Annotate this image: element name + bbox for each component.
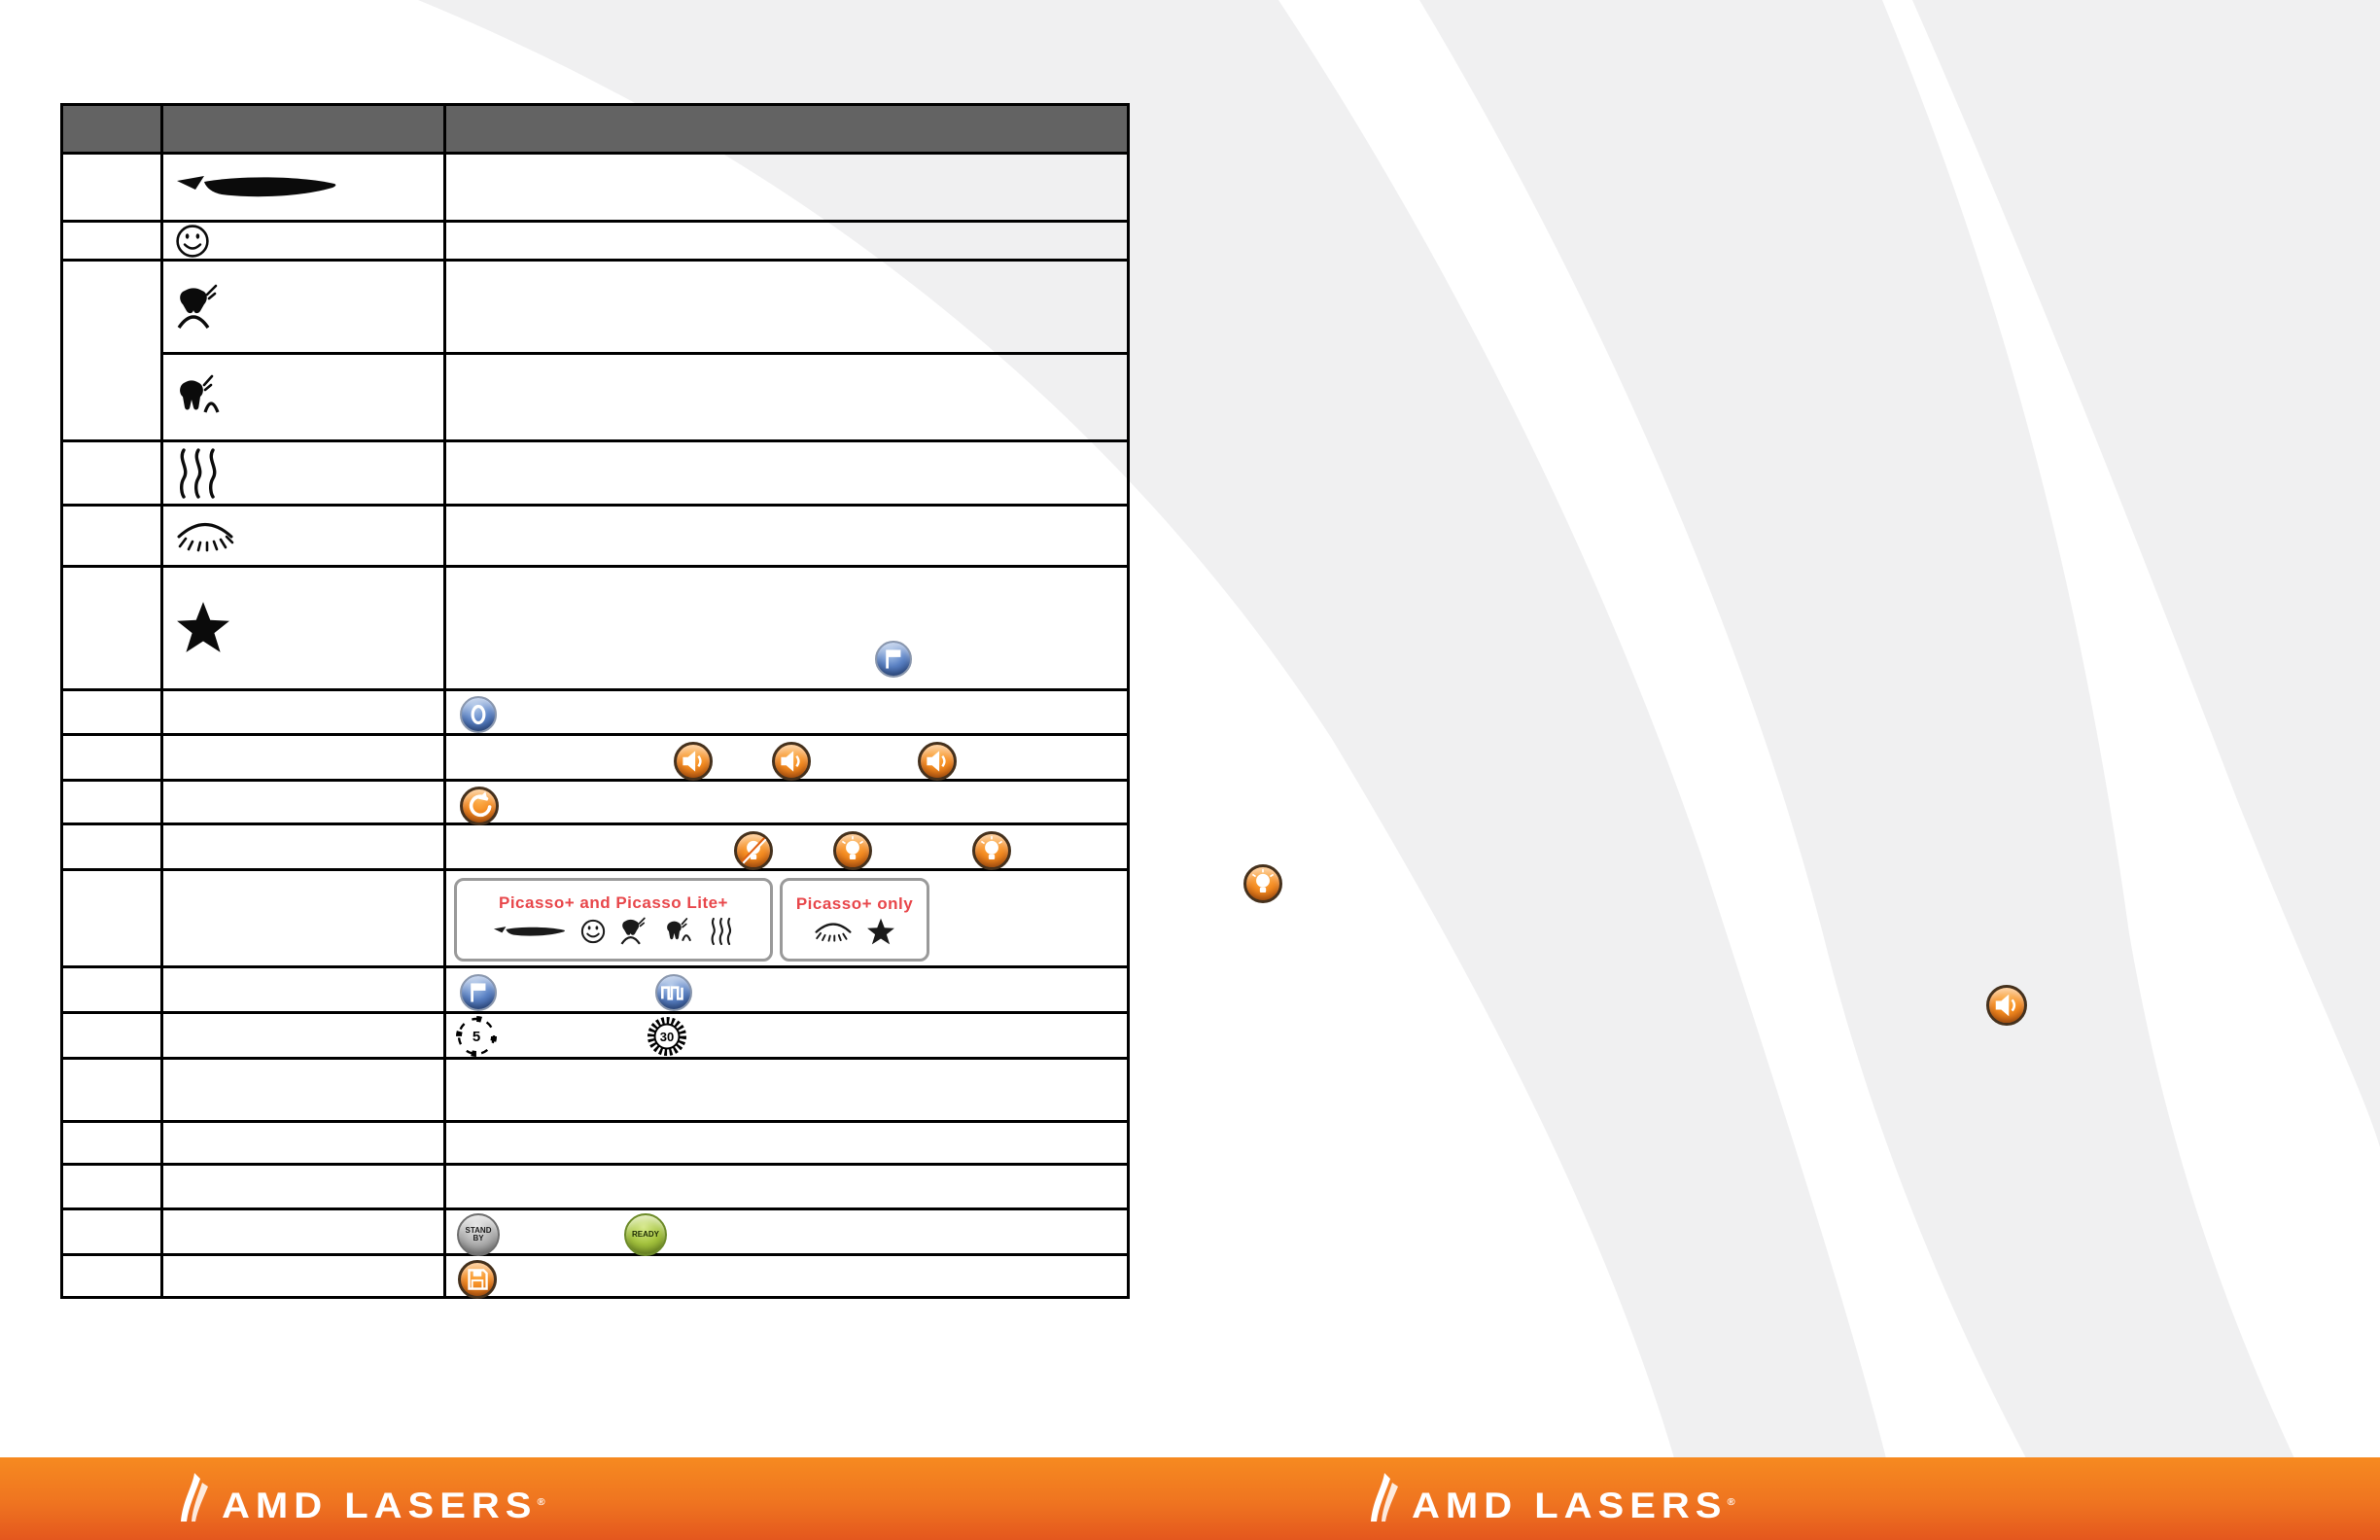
amd-lasers-logo: AMD LASERS® xyxy=(175,1471,551,1525)
timer-long-value: 30 xyxy=(660,1030,674,1044)
table-row xyxy=(60,1057,1130,1123)
swoosh-band-middle xyxy=(1419,0,2333,1540)
smiley-face-icon xyxy=(580,919,606,944)
bulb-off-button xyxy=(734,831,773,870)
table-row xyxy=(62,352,1130,442)
picasso-plus-only-box: Picasso+ only xyxy=(780,878,929,962)
speaker-button xyxy=(772,742,811,781)
table-row xyxy=(60,822,1130,871)
swoosh-band-left xyxy=(418,0,1906,1540)
soft-tissue-laser-icon xyxy=(620,917,646,945)
picasso-plus-and-lite-box: Picasso+ and Picasso Lite+ xyxy=(454,878,773,962)
star-icon xyxy=(867,918,894,944)
save-button xyxy=(458,1260,497,1299)
bulb-on-button xyxy=(1243,864,1282,903)
symbol-legend-table: Picasso+ and Picasso Lite+ xyxy=(60,103,1130,1299)
table-row: 5 30 xyxy=(60,1011,1130,1060)
header-cell-number xyxy=(60,103,163,155)
smiley-face-icon xyxy=(163,224,443,259)
footer-brand-bar: AMD LASERS® AMD LASERS® xyxy=(0,1457,2380,1540)
scalpel-icon xyxy=(163,173,443,202)
standby-button-label: STAND BY xyxy=(465,1225,492,1242)
laser-flame-icon xyxy=(1371,1473,1398,1522)
heat-waves-icon xyxy=(711,917,732,946)
table-row xyxy=(60,779,1130,825)
blue-flag-button xyxy=(875,641,912,678)
table-row xyxy=(60,688,1130,736)
speaker-button xyxy=(674,742,713,781)
table-row xyxy=(60,1253,1130,1299)
refresh-button xyxy=(460,787,499,825)
registered-mark: ® xyxy=(537,1496,551,1508)
ready-button-label: READY xyxy=(631,1229,659,1239)
table-row xyxy=(60,504,1130,568)
speaker-button xyxy=(918,742,957,781)
table-row xyxy=(60,965,1130,1014)
swoosh-band-right xyxy=(1912,0,2380,1147)
table-row xyxy=(60,259,1130,442)
tooth-extraction-laser-icon xyxy=(163,372,443,423)
table-header-row xyxy=(60,103,1130,155)
laser-flame-icon xyxy=(181,1473,208,1522)
closed-eyelid-icon xyxy=(815,923,852,942)
scalpel-icon xyxy=(493,926,565,936)
brand-wordmark: AMD LASERS® xyxy=(222,1486,551,1526)
blue-flag-button xyxy=(460,974,497,1011)
header-cell-symbol xyxy=(160,103,446,155)
table-row: STAND BY READY xyxy=(60,1208,1130,1256)
star-row-upper-subcell xyxy=(446,628,1127,691)
standby-button: STAND BY xyxy=(457,1213,500,1256)
timer-5-icon: 5 xyxy=(456,1016,497,1057)
bulb-on-button xyxy=(972,831,1011,870)
bulb-on-button xyxy=(833,831,872,870)
table-row xyxy=(60,439,1130,507)
header-cell-description xyxy=(443,103,1130,155)
brand-wordmark: AMD LASERS® xyxy=(1412,1486,1741,1526)
soft-tissue-laser-icon xyxy=(163,282,443,332)
table-row xyxy=(60,152,1130,223)
table-row: Picasso+ and Picasso Lite+ xyxy=(60,868,1130,968)
table-row xyxy=(60,1120,1130,1166)
table-row xyxy=(60,565,1130,691)
timer-30-icon: 30 xyxy=(648,1017,686,1056)
blue-pulse-button xyxy=(655,974,692,1011)
closed-eyelid-icon xyxy=(163,518,443,553)
registered-mark: ® xyxy=(1727,1496,1741,1508)
picasso-plus-only-title: Picasso+ only xyxy=(795,893,914,913)
heat-waves-icon xyxy=(163,447,443,500)
table-row xyxy=(60,733,1130,782)
speaker-button xyxy=(1986,985,2027,1026)
tooth-extraction-laser-icon xyxy=(667,917,692,941)
table-row xyxy=(60,220,1130,262)
amd-lasers-logo: AMD LASERS® xyxy=(1365,1471,1741,1525)
star-icon xyxy=(163,601,443,655)
blue-ring-button xyxy=(460,696,497,733)
picasso-plus-and-lite-title: Picasso+ and Picasso Lite+ xyxy=(498,892,728,912)
ready-button: READY xyxy=(624,1213,667,1256)
table-row xyxy=(60,1163,1130,1210)
timer-short-value: 5 xyxy=(472,1029,480,1045)
